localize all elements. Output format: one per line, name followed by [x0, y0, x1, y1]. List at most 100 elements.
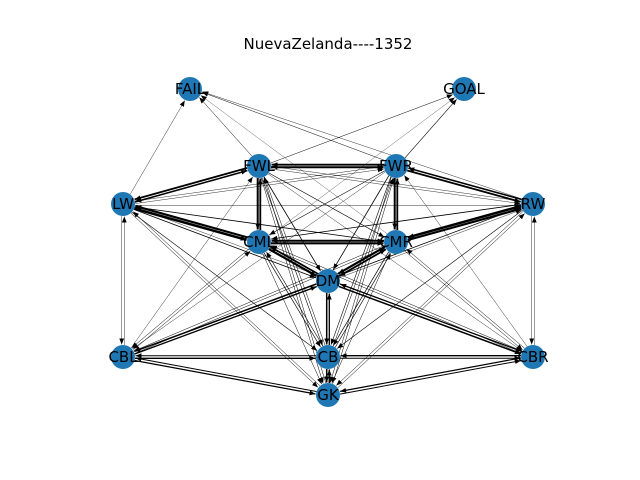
edge-cbr-gk: [339, 357, 522, 393]
edge-fwl-cmr: [268, 172, 385, 238]
edge-fwl-rw: [270, 168, 521, 206]
node-label-gk: GK: [317, 386, 340, 404]
edge-cb-cml: [266, 251, 324, 347]
edge-lw-fwr: [135, 167, 384, 204]
edge-rw-dm: [339, 206, 522, 276]
edge-fwr-lw: [135, 166, 384, 203]
node-cmr: CMR: [379, 230, 413, 254]
node-circle-cb: [316, 345, 340, 369]
edge-cmr-gk: [331, 252, 391, 384]
edge-cb-fwl: [264, 177, 326, 346]
node-cml: CML: [243, 230, 276, 254]
edge-dm-cmr: [338, 248, 387, 277]
edge-fwl-gk: [260, 177, 324, 384]
edge-lw-dm: [133, 209, 316, 279]
diagram-title: NuevaZelanda----1352: [244, 35, 413, 53]
edge-lw-fwl: [134, 169, 248, 203]
edge-cml-goal: [269, 97, 455, 237]
node-circle-cmr: [384, 230, 408, 254]
edge-dm-cbl: [134, 283, 317, 353]
node-label-cb: CB: [318, 348, 339, 366]
edge-cbl-fwl: [130, 176, 253, 349]
edge-rw-cb: [337, 209, 523, 349]
edge-lw-gk: [130, 212, 319, 388]
node-circle-cbr: [521, 345, 545, 369]
edge-fwr-cb: [330, 176, 392, 345]
edge-cml-cb: [263, 252, 321, 348]
node-cb: CB: [316, 345, 340, 369]
edge-lw-fail: [130, 100, 185, 195]
edge-cbr-cml: [270, 245, 523, 352]
node-label-goal: GOAL: [443, 80, 485, 98]
edge-cb-fwr: [332, 178, 394, 347]
node-label-cml: CML: [243, 233, 275, 251]
edge-cml-cbr: [269, 247, 522, 354]
node-rw: RW: [521, 192, 546, 216]
edge-rw-fail: [202, 91, 523, 200]
node-circle-cbl: [111, 345, 135, 369]
edge-fwl-lw: [134, 167, 248, 201]
edge-cmr-cbr: [404, 250, 523, 351]
node-cbr: CBR: [517, 345, 549, 369]
node-fwl: FWL: [243, 154, 276, 178]
node-dm: DM: [316, 269, 341, 293]
edge-gk-cbr: [339, 359, 521, 395]
node-cbl: CBL: [108, 345, 138, 369]
edge-fwr-rw: [406, 169, 521, 203]
node-label-cmr: CMR: [379, 233, 413, 251]
node-circle-cml: [247, 230, 271, 254]
edge-rw-fwr: [408, 167, 523, 201]
edge-layer: [119, 91, 537, 396]
node-gk: GK: [316, 383, 340, 407]
edge-fwl-cb: [261, 177, 323, 346]
edge-cml-gk: [262, 253, 322, 385]
edge-gk-fwl: [263, 177, 327, 384]
node-label-dm: DM: [316, 272, 341, 290]
edge-dm-cbr: [338, 285, 522, 355]
node-lw: LW: [111, 192, 135, 216]
edge-cmr-fail: [200, 95, 388, 234]
edge-cmr-cbl: [133, 245, 385, 352]
node-circle-fwl: [247, 154, 271, 178]
node-circle-gk: [316, 383, 340, 407]
edge-gk-fwr: [332, 178, 395, 384]
edge-fwl-fail: [199, 97, 253, 157]
node-circle-goal: [452, 77, 476, 101]
edge-rw-gk: [336, 211, 524, 386]
edge-cmr-cb: [332, 251, 390, 346]
node-label-fwr: FWR: [379, 157, 413, 175]
node-fail: FAIL: [175, 77, 206, 101]
edge-fwr-cml: [269, 170, 386, 236]
node-circle-rw: [521, 192, 545, 216]
edge-cbl-cmr: [134, 247, 386, 354]
edge-rw-cmr: [407, 204, 522, 239]
edge-cbl-gk: [134, 359, 316, 396]
node-label-fwl: FWL: [243, 157, 275, 175]
edge-cb-cmr: [334, 253, 392, 348]
edge-fwr-goal: [404, 99, 457, 159]
edge-lw-cb: [131, 211, 318, 351]
node-circle-fail: [178, 77, 202, 101]
edge-rw-fwl: [271, 164, 522, 202]
edge-fwr-fail: [202, 91, 386, 161]
node-circle-dm: [316, 269, 340, 293]
edge-fwl-dm: [263, 176, 321, 272]
edge-fwl-goal: [270, 94, 453, 164]
node-label-cbr: CBR: [517, 348, 548, 366]
node-label-cbl: CBL: [108, 348, 138, 366]
edge-fwl-cbr: [267, 173, 523, 352]
edge-cbl-cml: [132, 250, 251, 351]
edge-gk-cbl: [135, 356, 317, 392]
node-label-rw: RW: [521, 195, 546, 213]
node-goal: GOAL: [443, 77, 486, 101]
node-label-lw: LW: [112, 195, 134, 213]
node-circle-lw: [111, 192, 135, 216]
edge-gk-lw: [132, 211, 321, 387]
edge-lw-cmr: [134, 206, 384, 244]
node-layer: FAIL GOAL FWL FWR LW RW CML CMR DM CBL CB CBR GK: [108, 77, 549, 407]
edge-cbr-cmr: [406, 248, 525, 349]
edge-cml-cbl: [131, 248, 250, 349]
node-label-fail: FAIL: [175, 80, 206, 98]
edge-fwr-dm: [332, 175, 390, 270]
